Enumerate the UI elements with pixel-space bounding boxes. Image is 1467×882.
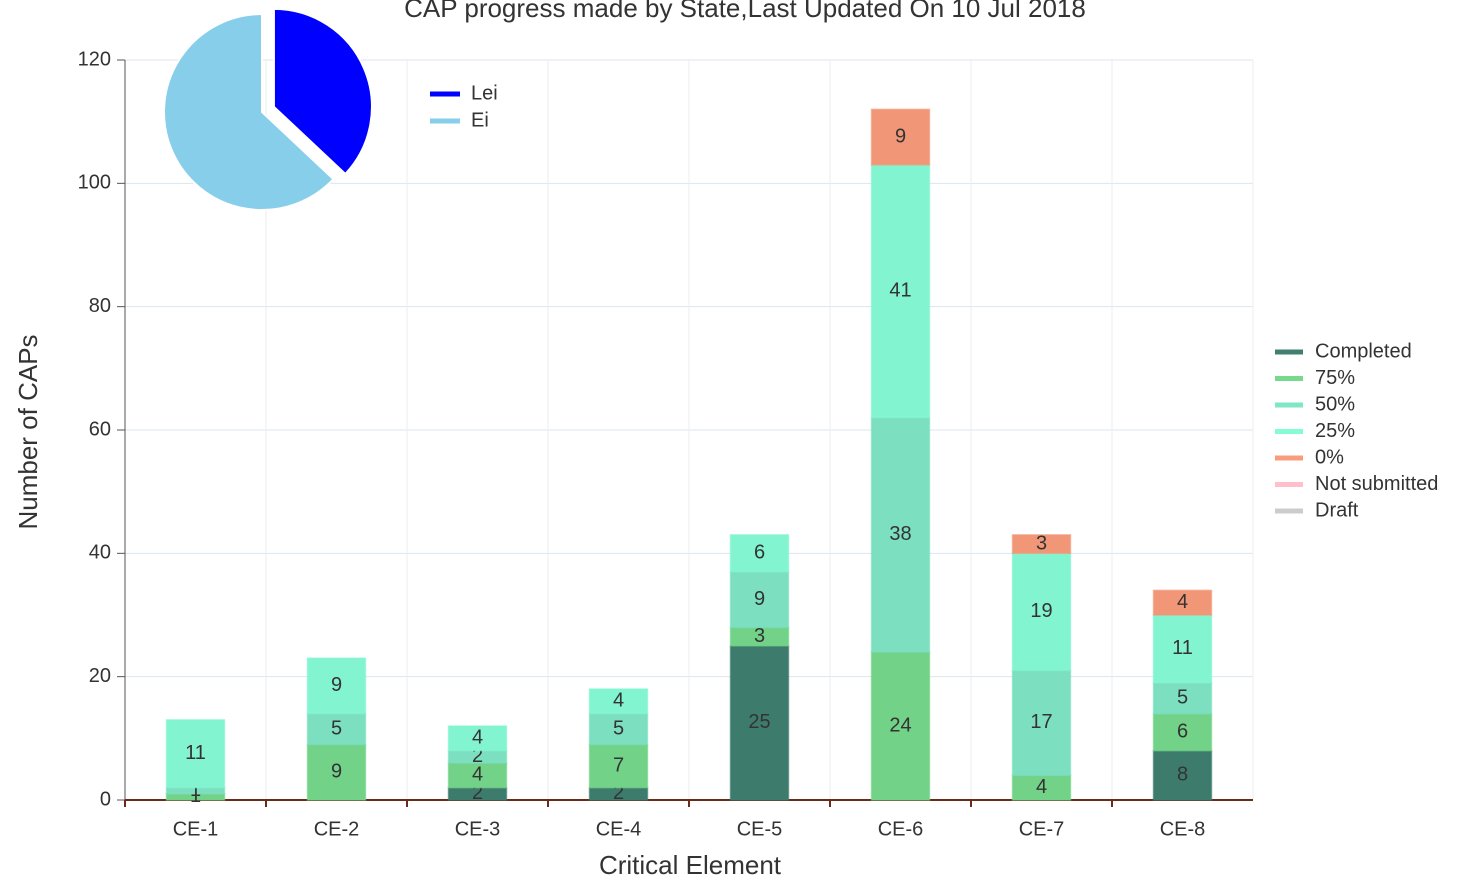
y-tick-label: 120 <box>78 48 111 70</box>
legend-label: Draft <box>1315 499 1359 521</box>
y-axis-label: Number of CAPs <box>13 334 43 529</box>
data-label: 5 <box>1177 687 1188 709</box>
data-label: 3 <box>1036 532 1047 554</box>
pie-legend-label: Lei <box>471 82 498 104</box>
bar-segment <box>1011 669 1072 777</box>
y-tick-label: 20 <box>89 665 111 687</box>
x-tick-label: CE-1 <box>173 818 219 840</box>
data-label: 2 <box>613 782 624 804</box>
bar-segment <box>447 725 508 752</box>
bar-segment <box>729 645 790 801</box>
data-label: 4 <box>1177 591 1188 613</box>
bar-segment <box>588 743 649 789</box>
x-axis-label: Critical Element <box>599 850 782 880</box>
data-label: 4 <box>472 764 483 786</box>
data-label: 3 <box>754 625 765 647</box>
bar-segment <box>1011 552 1072 672</box>
bar-segment <box>1011 774 1072 801</box>
legend-label: 0% <box>1315 446 1344 468</box>
legend-label: Not submitted <box>1315 473 1438 495</box>
bar-segment <box>729 534 790 573</box>
data-label: 17 <box>1030 711 1052 733</box>
bar-segment <box>588 688 649 715</box>
data-label: 4 <box>1036 776 1047 798</box>
data-label: 11 <box>1172 637 1193 659</box>
data-label: 5 <box>613 717 624 739</box>
data-label: 8 <box>1177 764 1188 786</box>
bar-segment <box>1152 589 1213 616</box>
bar-segment <box>1011 534 1072 555</box>
pie-legend-label: Ei <box>471 109 489 131</box>
legend-label: 50% <box>1315 393 1355 415</box>
x-tick-label: CE-7 <box>1019 818 1065 840</box>
data-label: 24 <box>889 714 911 736</box>
data-label: 38 <box>889 523 911 545</box>
data-label: 2 <box>472 745 483 767</box>
data-label: 9 <box>754 588 765 610</box>
legend-label: 75% <box>1315 367 1355 389</box>
x-tick-label: CE-4 <box>596 818 642 840</box>
y-tick-label: 0 <box>100 788 111 810</box>
data-label: 1 <box>190 779 201 801</box>
data-label: 6 <box>754 542 765 564</box>
bar-segment <box>870 416 931 653</box>
legend-label: Completed <box>1315 340 1412 362</box>
data-label: 6 <box>1177 720 1188 742</box>
x-tick-label: CE-8 <box>1160 818 1206 840</box>
bar-segment <box>870 164 931 419</box>
bar-segment <box>306 657 367 715</box>
data-label: 2 <box>472 782 483 804</box>
bar-segment <box>1152 614 1213 684</box>
bar-segment <box>588 712 649 746</box>
data-label: 9 <box>331 674 342 696</box>
data-label: 7 <box>613 754 624 776</box>
data-label: 41 <box>889 280 911 302</box>
data-label: 4 <box>472 727 483 749</box>
y-tick-label: 100 <box>78 172 111 194</box>
data-label: 19 <box>1030 600 1052 622</box>
bar-segment <box>306 712 367 746</box>
pie-slice <box>163 12 335 211</box>
y-tick-label: 80 <box>89 295 111 317</box>
bar-segment <box>306 743 367 801</box>
data-label: 5 <box>331 717 342 739</box>
data-label: 4 <box>613 690 624 712</box>
bar-segment <box>1152 712 1213 752</box>
chart-title: CAP progress made by State,Last Updated … <box>404 0 1086 23</box>
data-label: 11 <box>185 742 206 764</box>
legend-label: 25% <box>1315 420 1355 442</box>
data-label: 1 <box>190 785 201 807</box>
data-label: 9 <box>895 125 906 147</box>
x-tick-label: CE-3 <box>455 818 501 840</box>
x-tick-label: CE-6 <box>878 818 924 840</box>
data-label: 9 <box>331 761 342 783</box>
x-tick-label: CE-5 <box>737 818 783 840</box>
x-tick-label: CE-2 <box>314 818 360 840</box>
y-tick-label: 40 <box>89 542 111 564</box>
bar-segment <box>870 108 931 166</box>
data-label: 25 <box>748 711 770 733</box>
pie-slice <box>272 7 373 176</box>
bar-segment <box>165 719 226 789</box>
y-tick-label: 60 <box>89 418 111 440</box>
